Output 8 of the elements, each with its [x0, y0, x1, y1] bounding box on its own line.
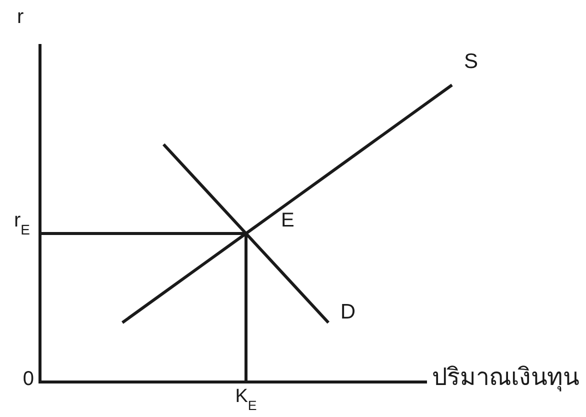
series-label: D — [340, 300, 356, 324]
text: K$_{E}$ — [235, 386, 257, 412]
x-axis-title: ปริมาณเงินทุน — [432, 363, 579, 392]
annotation: 0 — [22, 368, 34, 390]
annotation: E — [281, 210, 294, 232]
series-label: S — [464, 50, 478, 73]
annotation: r$_{E}$ — [14, 210, 30, 238]
y-axis-title: r — [17, 6, 24, 28]
